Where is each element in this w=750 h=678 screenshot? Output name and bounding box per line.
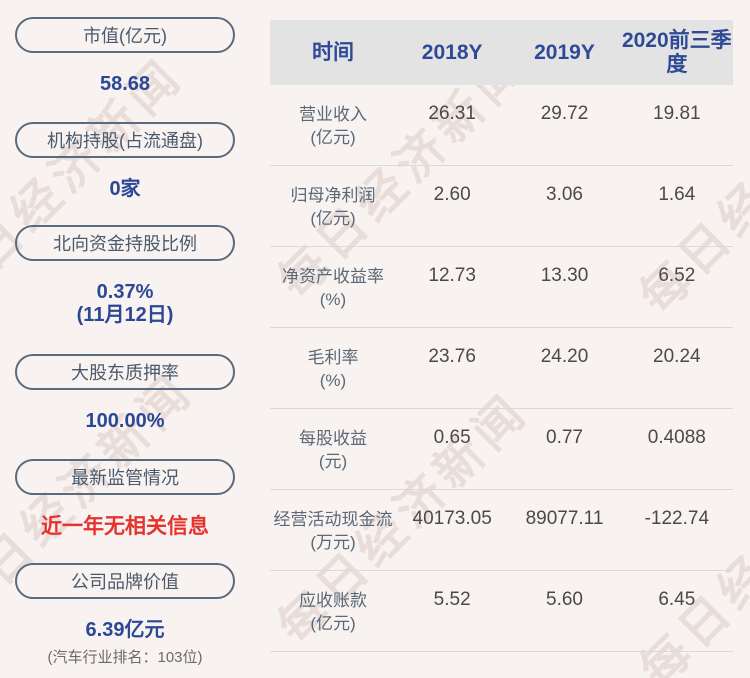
header-2019y: 2019Y xyxy=(534,40,595,64)
cell-value: 6.52 xyxy=(658,265,696,286)
row-label: 经营活动现金流 (万元) xyxy=(270,508,396,554)
cell-value: 20.24 xyxy=(653,346,701,367)
cell-value: 40173.05 xyxy=(412,508,492,529)
pill-institutional-holding: 机构持股(占流通盘) xyxy=(15,122,235,158)
header-2018y: 2018Y xyxy=(421,40,483,64)
stat-institutional-holding: 机构持股(占流通盘) 0家 xyxy=(15,122,235,201)
row-label-name: 归母净利润 xyxy=(290,186,376,205)
financial-metrics-table: 时间 2018Y 2019Y 2020前三季度 营业收入 (亿元) 26.31 … xyxy=(270,20,733,652)
table-header-row: 时间 2018Y 2019Y 2020前三季度 xyxy=(270,20,733,85)
table-row-roe: 净资产收益率 (%) 12.73 13.30 6.52 xyxy=(270,247,733,328)
pill-brand-value-label: 公司品牌价值 xyxy=(71,572,179,592)
table-row-gross-margin: 毛利率 (%) 23.76 24.20 20.24 xyxy=(270,328,733,409)
pill-northbound-ratio: 北向资金持股比例 xyxy=(15,225,235,261)
row-label-unit: (元) xyxy=(318,452,348,471)
row-label-unit: (万元) xyxy=(310,533,356,552)
value-northbound-ratio: 0.37% (11月12日) xyxy=(15,281,235,327)
stat-northbound-ratio: 北向资金持股比例 0.37% (11月12日) xyxy=(15,225,235,327)
row-label-unit: (亿元) xyxy=(310,209,356,228)
cell-value: 5.52 xyxy=(433,589,471,610)
pill-regulatory-status: 最新监管情况 xyxy=(15,459,235,495)
row-label-unit: (亿元) xyxy=(310,128,356,147)
table-row-revenue: 营业收入 (亿元) 26.31 29.72 19.81 xyxy=(270,85,733,166)
row-label: 每股收益 (元) xyxy=(270,427,396,473)
cell-value: 5.60 xyxy=(546,589,583,610)
pill-market-cap-label: 市值(亿元) xyxy=(83,26,167,46)
value-northbound-ratio-percent: 0.37% xyxy=(96,281,154,303)
row-label-name: 应收账款 xyxy=(299,591,367,610)
cell-value: 19.81 xyxy=(653,103,701,124)
row-label-unit: (%) xyxy=(319,371,347,390)
table-row-net-profit: 归母净利润 (亿元) 2.60 3.06 1.64 xyxy=(270,166,733,247)
cell-value: 12.73 xyxy=(428,265,476,286)
header-2020q3: 2020前三季度 xyxy=(621,28,732,76)
row-label-name: 净资产收益率 xyxy=(282,267,384,286)
cell-value: 29.72 xyxy=(540,103,589,124)
cell-value: 0.77 xyxy=(546,427,583,448)
row-label: 净资产收益率 (%) xyxy=(270,265,396,311)
row-label: 毛利率 (%) xyxy=(270,346,396,392)
pill-pledge-ratio-label: 大股东质押率 xyxy=(71,363,179,383)
row-label-name: 毛利率 xyxy=(307,348,359,367)
pill-brand-value: 公司品牌价值 xyxy=(15,563,235,599)
stat-pledge-ratio: 大股东质押率 100.00% xyxy=(15,354,235,433)
cell-value: 24.20 xyxy=(540,346,589,367)
cell-value: -122.74 xyxy=(644,508,710,529)
cell-value: 23.76 xyxy=(428,346,476,367)
value-pledge-ratio: 100.00% xyxy=(85,410,165,432)
cell-value: 0.4088 xyxy=(647,427,706,448)
row-label: 营业收入 (亿元) xyxy=(270,103,396,149)
cell-value: 26.31 xyxy=(428,103,476,124)
cell-value: 89077.11 xyxy=(525,508,604,529)
header-time: 时间 xyxy=(312,40,354,64)
value-brand-value-rank: (汽车行业排名：103位) xyxy=(47,649,203,666)
pill-pledge-ratio: 大股东质押率 xyxy=(15,354,235,390)
row-label: 应收账款 (亿元) xyxy=(270,589,396,635)
row-label: 归母净利润 (亿元) xyxy=(270,184,396,230)
cell-value: 2.60 xyxy=(433,184,471,205)
stat-market-cap: 市值(亿元) 58.68 xyxy=(15,17,235,96)
table-row-operating-cashflow: 经营活动现金流 (万元) 40173.05 89077.11 -122.74 xyxy=(270,490,733,571)
value-regulatory-status: 近一年无相关信息 xyxy=(41,515,209,538)
table-row-accounts-receivable: 应收账款 (亿元) 5.52 5.60 6.45 xyxy=(270,571,733,652)
pill-market-cap: 市值(亿元) xyxy=(15,17,235,53)
cell-value: 6.45 xyxy=(658,589,696,610)
value-brand-value: 6.39亿元 xyxy=(85,619,165,641)
pill-institutional-holding-label: 机构持股(占流通盘) xyxy=(47,131,203,151)
cell-value: 13.30 xyxy=(540,265,589,286)
stat-brand-value: 公司品牌价值 6.39亿元 (汽车行业排名：103位) xyxy=(15,563,235,667)
row-label-name: 每股收益 xyxy=(299,429,367,448)
row-label-name: 营业收入 xyxy=(299,105,367,124)
value-market-cap: 58.68 xyxy=(99,73,151,95)
table-row-eps: 每股收益 (元) 0.65 0.77 0.4088 xyxy=(270,409,733,490)
row-label-unit: (亿元) xyxy=(310,614,356,633)
row-label-name: 经营活动现金流 xyxy=(273,510,393,529)
pill-regulatory-status-label: 最新监管情况 xyxy=(71,468,179,488)
pill-northbound-ratio-label: 北向资金持股比例 xyxy=(53,234,197,254)
cell-value: 1.64 xyxy=(658,184,696,205)
value-institutional-holding: 0家 xyxy=(109,178,141,200)
row-label-unit: (%) xyxy=(319,290,347,309)
value-northbound-ratio-date: (11月12日) xyxy=(76,304,174,326)
cell-value: 3.06 xyxy=(546,184,583,205)
cell-value: 0.65 xyxy=(433,427,471,448)
stat-regulatory-status: 最新监管情况 近一年无相关信息 xyxy=(15,459,235,538)
